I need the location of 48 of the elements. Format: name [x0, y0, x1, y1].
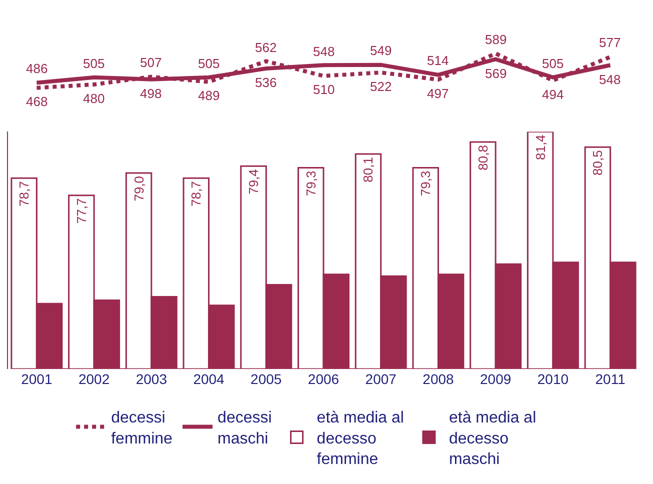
data-label: 505	[198, 56, 220, 71]
data-label: 79,3	[418, 170, 434, 196]
data-label: 77,7	[74, 198, 89, 224]
x-tick-label: 2006	[308, 371, 340, 387]
legend-label: età media al decesso maschi	[448, 410, 536, 468]
data-label: 548	[313, 44, 335, 59]
legend-label: decessi femmine	[111, 410, 173, 448]
data-label: 468	[26, 94, 48, 109]
data-label: 589	[485, 32, 507, 47]
x-tick-label: 2005	[250, 371, 282, 387]
data-label: 577	[599, 35, 621, 50]
data-label: 80,5	[590, 150, 606, 176]
data-label: 79,0	[131, 176, 146, 202]
data-label: 497	[427, 86, 449, 101]
data-label: 505	[83, 56, 105, 71]
data-label: 505	[542, 56, 564, 71]
data-label: 486	[26, 61, 48, 76]
x-tick-label: 2007	[365, 371, 397, 387]
data-label: 79,4	[246, 169, 262, 194]
data-label: 510	[313, 82, 335, 97]
data-label: 562	[255, 40, 277, 55]
data-label: 480	[83, 91, 105, 106]
data-label: 522	[370, 79, 392, 94]
data-label: 569	[485, 66, 507, 81]
data-label: 80,8	[475, 145, 490, 170]
data-label: 78,7	[16, 181, 32, 206]
data-label: 79,3	[303, 170, 318, 196]
data-label: 498	[140, 86, 162, 101]
legend-label: età media al decesso femmine	[316, 410, 404, 468]
data-label: 78,7	[188, 181, 204, 206]
data-label: 536	[255, 75, 277, 90]
data-label: 549	[370, 43, 392, 58]
data-label: 489	[198, 88, 220, 103]
data-label: 507	[140, 55, 162, 70]
x-tick-label: 2003	[136, 371, 168, 387]
x-tick-label: 2002	[78, 371, 110, 387]
data-label: 80,1	[360, 157, 376, 182]
data-label: 514	[427, 53, 449, 68]
x-tick-label: 2008	[422, 371, 454, 387]
x-tick-label: 2004	[193, 371, 225, 387]
x-tick-label: 2010	[537, 371, 569, 387]
x-tick-label: 2011	[595, 371, 626, 387]
data-label: 81,4	[532, 134, 548, 160]
x-tick-label: 2001	[21, 371, 52, 387]
data-label: 494	[542, 87, 564, 102]
legend-label: decessi maschi	[218, 410, 272, 448]
x-tick-label: 2009	[480, 371, 512, 387]
data-label: 548	[599, 72, 621, 87]
